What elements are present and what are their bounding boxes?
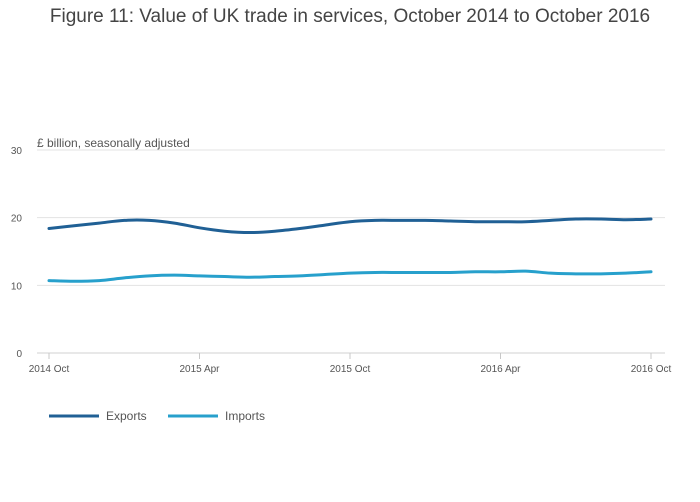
y-tick-label: 20 bbox=[11, 214, 23, 225]
y-axis-ticks: 0 10 20 30 bbox=[11, 146, 23, 360]
series-line-exports[interactable] bbox=[47, 217, 653, 235]
y-tick-label: 0 bbox=[16, 349, 22, 360]
y-axis-unit-label: £ billion, seasonally adjusted bbox=[37, 136, 190, 150]
series-line-imports[interactable] bbox=[47, 269, 653, 283]
x-tick-label: 2015 Apr bbox=[179, 364, 220, 375]
series-lines bbox=[47, 217, 653, 283]
legend-label-exports[interactable]: Exports bbox=[106, 409, 147, 423]
legend: Exports Imports bbox=[49, 409, 265, 423]
x-tick-label: 2014 Oct bbox=[29, 364, 70, 375]
legend-label-imports[interactable]: Imports bbox=[225, 409, 265, 423]
gridlines bbox=[37, 149, 665, 286]
chart-title: Figure 11: Value of UK trade in services… bbox=[49, 6, 651, 27]
y-tick-label: 30 bbox=[11, 146, 23, 157]
x-axis: 2014 Oct 2015 Apr 2015 Oct 2016 Apr 2016 Oct bbox=[29, 352, 672, 375]
x-tick-label: 2016 Apr bbox=[480, 364, 521, 375]
y-tick-label: 10 bbox=[11, 281, 23, 292]
x-tick-label: 2015 Oct bbox=[330, 364, 371, 375]
x-tick-label: 2016 Oct bbox=[631, 364, 672, 375]
